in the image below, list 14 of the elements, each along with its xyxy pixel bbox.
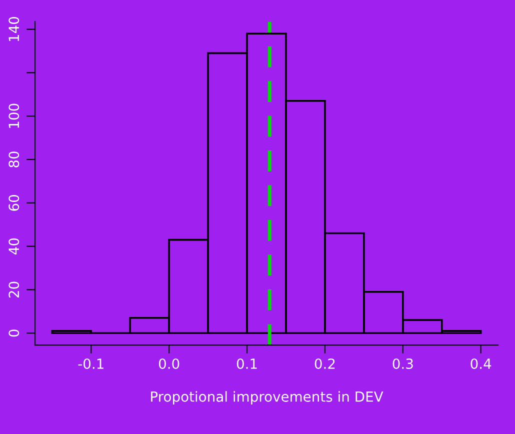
x-tick-label: 0.3 <box>392 358 413 369</box>
x-axis-title: Propotional improvements in DEV <box>151 391 384 405</box>
x-tick-label: 0.1 <box>236 358 257 369</box>
y-tick-label: 40 <box>8 238 20 254</box>
y-tick-label: 20 <box>8 282 20 298</box>
x-tick-label: -0.1 <box>78 358 104 369</box>
y-tick-label: 60 <box>8 194 20 211</box>
x-tick-label: 0.4 <box>470 358 492 369</box>
x-tick-label: 0.2 <box>314 358 335 369</box>
y-tick-label: 100 <box>8 104 20 128</box>
y-tick-label: 80 <box>8 152 20 168</box>
y-tick-label: 0 <box>8 330 20 337</box>
y-tick-label: 140 <box>8 16 20 42</box>
x-tick-label: 0.0 <box>158 358 180 369</box>
